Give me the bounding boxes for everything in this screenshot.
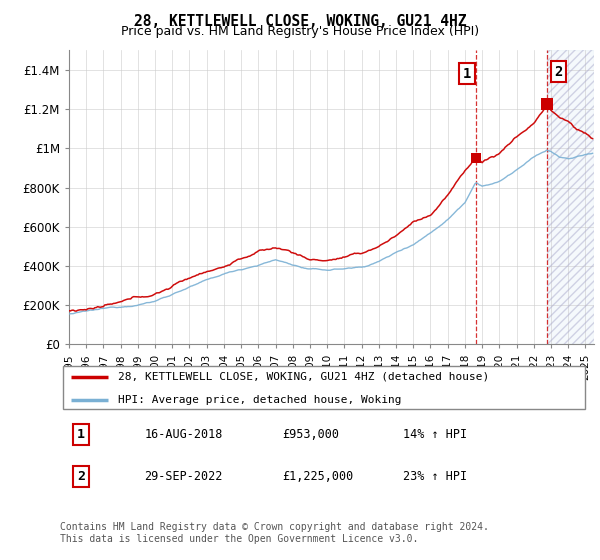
FancyBboxPatch shape: [62, 366, 586, 409]
Text: 1: 1: [463, 67, 471, 81]
Text: 28, KETTLEWELL CLOSE, WOKING, GU21 4HZ: 28, KETTLEWELL CLOSE, WOKING, GU21 4HZ: [134, 14, 466, 29]
Text: £1,225,000: £1,225,000: [282, 470, 353, 483]
Text: 1: 1: [77, 428, 85, 441]
Text: 14% ↑ HPI: 14% ↑ HPI: [403, 428, 467, 441]
Text: 23% ↑ HPI: 23% ↑ HPI: [403, 470, 467, 483]
Text: 2: 2: [77, 470, 85, 483]
Text: 2: 2: [554, 65, 563, 79]
Text: HPI: Average price, detached house, Woking: HPI: Average price, detached house, Woki…: [118, 395, 401, 405]
Bar: [547, 50, 594, 344]
Text: £953,000: £953,000: [282, 428, 339, 441]
Text: 29-SEP-2022: 29-SEP-2022: [145, 470, 223, 483]
Text: Contains HM Land Registry data © Crown copyright and database right 2024.
This d: Contains HM Land Registry data © Crown c…: [60, 522, 489, 544]
Text: 28, KETTLEWELL CLOSE, WOKING, GU21 4HZ (detached house): 28, KETTLEWELL CLOSE, WOKING, GU21 4HZ (…: [118, 372, 490, 382]
Text: 16-AUG-2018: 16-AUG-2018: [145, 428, 223, 441]
Bar: [547, 50, 594, 344]
Text: Price paid vs. HM Land Registry's House Price Index (HPI): Price paid vs. HM Land Registry's House …: [121, 25, 479, 38]
